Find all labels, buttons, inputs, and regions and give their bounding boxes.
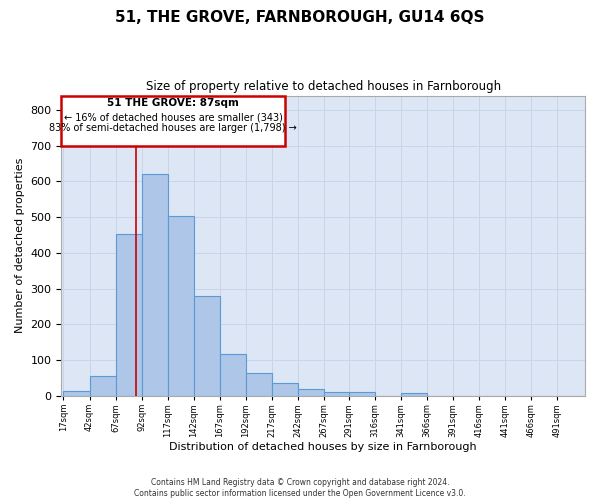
Bar — [349, 392, 375, 396]
Bar — [89, 376, 116, 396]
Bar — [298, 389, 324, 396]
Bar — [142, 174, 167, 396]
Text: ← 16% of detached houses are smaller (343): ← 16% of detached houses are smaller (34… — [64, 112, 283, 122]
Title: Size of property relative to detached houses in Farnborough: Size of property relative to detached ho… — [146, 80, 501, 93]
Text: Contains HM Land Registry data © Crown copyright and database right 2024.
Contai: Contains HM Land Registry data © Crown c… — [134, 478, 466, 498]
Text: 83% of semi-detached houses are larger (1,798) →: 83% of semi-detached houses are larger (… — [49, 124, 297, 134]
X-axis label: Distribution of detached houses by size in Farnborough: Distribution of detached houses by size … — [169, 442, 477, 452]
Bar — [245, 374, 272, 396]
Bar — [167, 216, 194, 396]
Bar — [401, 393, 427, 396]
Y-axis label: Number of detached properties: Number of detached properties — [15, 158, 25, 334]
Text: 51, THE GROVE, FARNBOROUGH, GU14 6QS: 51, THE GROVE, FARNBOROUGH, GU14 6QS — [115, 10, 485, 25]
Bar — [194, 296, 220, 396]
Text: 51 THE GROVE: 87sqm: 51 THE GROVE: 87sqm — [107, 98, 239, 108]
Bar — [272, 384, 298, 396]
Bar — [64, 392, 89, 396]
Bar — [116, 234, 142, 396]
Bar — [220, 354, 245, 396]
FancyBboxPatch shape — [61, 96, 285, 146]
Bar — [324, 392, 350, 396]
